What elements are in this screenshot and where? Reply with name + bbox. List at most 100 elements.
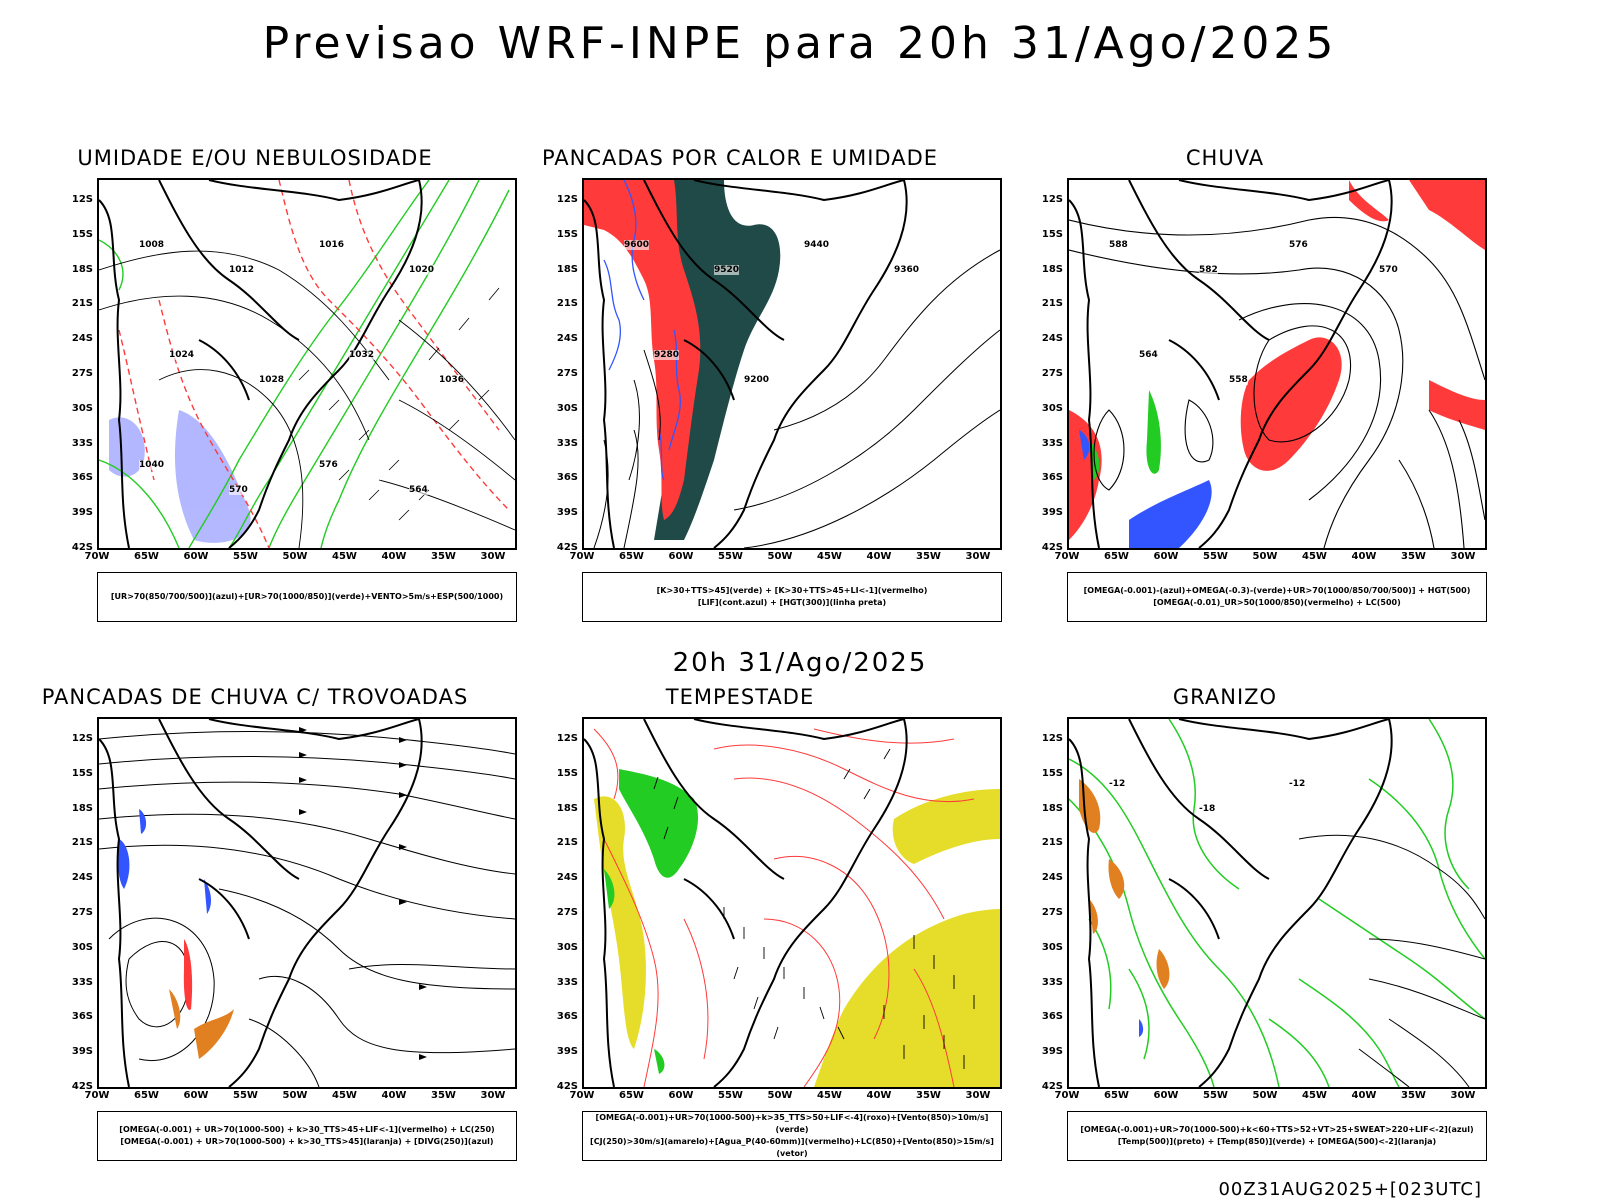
longitude-tick-label: 40W bbox=[1351, 551, 1377, 562]
latitude-tick-label: 30S bbox=[71, 941, 93, 953]
lc850-red-streamlines bbox=[593, 728, 975, 1087]
map-rain: 588 582 576 570 564 558 bbox=[1067, 178, 1487, 550]
longitude-tick-label: 60W bbox=[668, 1090, 694, 1101]
contour-label: 9280 bbox=[654, 350, 680, 360]
latitude-tick-label: 33S bbox=[556, 976, 578, 988]
map-svg bbox=[584, 180, 1000, 548]
longitude-tick-label: 30W bbox=[965, 1090, 991, 1101]
longitude-tick-label: 50W bbox=[1252, 551, 1278, 562]
latitude-tick-label: 12S bbox=[556, 194, 578, 205]
longitude-tick-label: 55W bbox=[233, 1090, 258, 1101]
contour-label: 9600 bbox=[624, 240, 650, 250]
map-svg bbox=[584, 719, 1000, 1087]
storm-orange-area bbox=[169, 989, 234, 1059]
longitude-tick-label: 60W bbox=[1153, 1090, 1179, 1101]
longitude-tick-label: 35W bbox=[431, 551, 456, 562]
south-america-coastline bbox=[1069, 180, 1393, 548]
latitude-tick-label: 39S bbox=[71, 507, 93, 519]
hail-blue-area bbox=[1139, 1019, 1144, 1037]
omega-orange-area bbox=[1079, 779, 1170, 989]
latitude-tick-label: 33S bbox=[1041, 437, 1063, 449]
longitude-tick-label: 60W bbox=[668, 551, 694, 562]
longitude-tick-label: 50W bbox=[767, 551, 793, 562]
contour-label: 1032 bbox=[349, 350, 375, 360]
latitude-tick-label: 36S bbox=[556, 1011, 578, 1023]
legend-line: [UR>70(850/700/500)](azul)+[UR>70(1000/8… bbox=[110, 592, 504, 601]
longitude-tick-label: 45W bbox=[1302, 551, 1327, 562]
latitude-tick-label: 39S bbox=[1041, 507, 1063, 519]
longitude-tick-label: 65W bbox=[619, 1090, 644, 1101]
contour-label: 1020 bbox=[409, 265, 435, 275]
latitude-tick-label: 21S bbox=[556, 298, 578, 310]
longitude-tick-label: 50W bbox=[767, 1090, 793, 1101]
longitude-tick-label: 30W bbox=[965, 551, 991, 562]
latitude-tick-label: 18S bbox=[556, 263, 578, 275]
latitude-tick-label: 12S bbox=[1041, 194, 1063, 205]
contour-label: 1040 bbox=[139, 460, 165, 470]
panel-legend: [UR>70(850/700/500)](azul)+[UR>70(1000/8… bbox=[97, 572, 517, 622]
map-heat-showers: 9600 9520 9440 9360 9280 9200 bbox=[582, 178, 1002, 550]
longitude-tick-label: 65W bbox=[134, 1090, 159, 1101]
latitude-tick-label: 39S bbox=[71, 1046, 93, 1058]
longitude-tick-label: 40W bbox=[1351, 1090, 1377, 1101]
latitude-tick-label: 36S bbox=[71, 1011, 93, 1023]
main-title: Previsao WRF-INPE para 20h 31/Ago/2025 bbox=[262, 18, 1338, 69]
latitude-tick-label: 42S bbox=[71, 542, 93, 553]
latitude-tick-label: 27S bbox=[71, 368, 93, 379]
panel-title: CHUVA bbox=[1185, 146, 1265, 170]
contour-label: 9440 bbox=[804, 240, 830, 250]
latitude-tick-label: 24S bbox=[1041, 333, 1063, 345]
latitude-tick-label: 36S bbox=[1041, 472, 1063, 484]
latitude-tick-label: 39S bbox=[1041, 1046, 1063, 1058]
longitude-tick-label: 60W bbox=[183, 1090, 209, 1101]
latitude-tick-label: 30S bbox=[556, 941, 578, 953]
contour-label: 570 bbox=[1379, 265, 1398, 275]
longitude-tick-label: 35W bbox=[916, 551, 941, 562]
longitude-tick-label: 65W bbox=[1104, 1090, 1129, 1101]
latitude-tick-label: 30S bbox=[71, 402, 93, 414]
longitude-tick-label: 30W bbox=[1450, 1090, 1476, 1101]
panel-storm: TEMPESTADE bbox=[485, 685, 1002, 1175]
map-svg bbox=[1069, 719, 1485, 1087]
latitude-tick-label: 27S bbox=[71, 907, 93, 918]
latitude-tick-label: 18S bbox=[556, 802, 578, 814]
longitude-tick-label: 70W bbox=[84, 1090, 110, 1101]
legend-line: [OMEGA(-0.001) + UR>70(1000-500) + k>30_… bbox=[119, 1125, 495, 1134]
latitude-tick-label: 42S bbox=[71, 1081, 93, 1092]
latitude-tick-label: 15S bbox=[556, 767, 578, 779]
latitude-tick-label: 36S bbox=[1041, 1011, 1063, 1023]
longitude-tick-label: 70W bbox=[1054, 1090, 1080, 1101]
latitude-tick-label: 42S bbox=[1041, 1081, 1063, 1092]
latitude-tick-label: 33S bbox=[71, 976, 93, 988]
contour-label: 1028 bbox=[259, 375, 285, 385]
legend-line: [OMEGA(-0.001) + UR>70(1000-500) + k>30_… bbox=[120, 1137, 494, 1146]
rain-blue-area bbox=[1079, 430, 1212, 548]
longitude-tick-label: 40W bbox=[381, 1090, 407, 1101]
map-svg bbox=[1069, 180, 1485, 548]
latitude-tick-label: 27S bbox=[556, 907, 578, 918]
longitude-tick-label: 30W bbox=[480, 551, 506, 562]
latitude-tick-label: 30S bbox=[556, 402, 578, 414]
longitude-tick-label: 40W bbox=[866, 551, 892, 562]
legend-line: [LIF](cont.azul) + [HGT(300)](linha pret… bbox=[697, 598, 887, 607]
legend-line: [OMEGA(-0.01)_UR>50(1000/850)(vermelho) … bbox=[1153, 598, 1401, 607]
panel-title: PANCADAS DE CHUVA C/ TROVOADAS bbox=[41, 685, 469, 709]
panel-title: UMIDADE E/OU NEBULOSIDADE bbox=[77, 146, 433, 170]
latitude-tick-label: 24S bbox=[556, 872, 578, 884]
latitude-tick-label: 27S bbox=[1041, 907, 1063, 918]
contour-label: 570 bbox=[229, 485, 248, 495]
legend-line: [K>30+TTS>45](verde) + [K>30+TTS>45+LI<-… bbox=[656, 586, 928, 595]
latitude-tick-label: 21S bbox=[556, 837, 578, 849]
contour-label: 9520 bbox=[714, 265, 740, 275]
panel-heat-showers: PANCADAS POR CALOR E UMIDADE bbox=[485, 146, 1002, 636]
longitude-tick-label: 55W bbox=[233, 551, 258, 562]
longitude-tick-label: 45W bbox=[817, 551, 842, 562]
panel-legend: [OMEGA(-0.001)+UR>70(1000-500)+k>35_TTS>… bbox=[582, 1111, 1002, 1161]
longitude-tick-label: 65W bbox=[619, 551, 644, 562]
latitude-tick-label: 33S bbox=[1041, 976, 1063, 988]
longitude-tick-label: 65W bbox=[1104, 551, 1129, 562]
map-svg bbox=[99, 719, 515, 1087]
legend-line: [Temp(500)](preto) + [Temp(850)](verde) … bbox=[1117, 1137, 1437, 1146]
map-hail: -12 -18 -12 bbox=[1067, 717, 1487, 1089]
longitude-tick-label: 35W bbox=[431, 1090, 456, 1101]
